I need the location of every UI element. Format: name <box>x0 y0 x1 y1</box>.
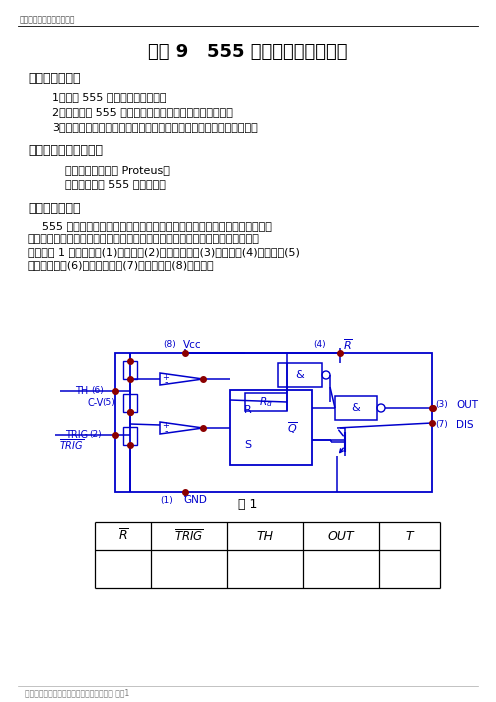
Text: S: S <box>245 440 251 450</box>
Text: (2): (2) <box>89 430 102 439</box>
Bar <box>123 427 137 445</box>
Bar <box>335 396 377 420</box>
Text: +: + <box>163 420 170 430</box>
Text: $R_d$: $R_d$ <box>259 395 273 409</box>
Text: (5): (5) <box>102 399 115 407</box>
Text: 理图如图 1 所示，其中(1)脚接地，(2)脚触发输入，(3)脚输出，(4)脚复位，(5): 理图如图 1 所示，其中(1)脚接地，(2)脚触发输入，(3)脚输出，(4)脚复… <box>28 247 300 257</box>
Text: (8): (8) <box>164 340 177 350</box>
Bar <box>278 363 322 387</box>
Text: $\overline{R}$: $\overline{R}$ <box>118 529 128 544</box>
Text: DIS: DIS <box>456 420 474 430</box>
Text: (7): (7) <box>435 420 448 430</box>
Bar <box>123 394 137 412</box>
Text: -: - <box>164 377 168 387</box>
Text: (1): (1) <box>160 496 173 505</box>
Text: OUT: OUT <box>328 529 354 543</box>
Text: 1．了解 555 定时器的工作原理。: 1．了解 555 定时器的工作原理。 <box>52 92 167 102</box>
Text: T: T <box>406 529 413 543</box>
Text: 图 1: 图 1 <box>238 498 258 512</box>
Bar <box>123 361 137 379</box>
Text: 仅供学习与交流，如有侵权请联系网站删除 谢谢1: 仅供学习与交流，如有侵权请联系网站删除 谢谢1 <box>25 689 129 698</box>
Text: 2．学会分析 555 电路所构成的几种应用电路工作原理。: 2．学会分析 555 电路所构成的几种应用电路工作原理。 <box>52 107 233 117</box>
Bar <box>230 390 312 465</box>
Text: R: R <box>244 405 252 415</box>
Text: 实验 9   555 定时器应用电路设计: 实验 9 555 定时器应用电路设计 <box>148 43 348 61</box>
Text: 少量的元件，即可构成时基振荡、单稳触发等脉冲产生和变换的电路，其内部原: 少量的元件，即可构成时基振荡、单稳触发等脉冲产生和变换的电路，其内部原 <box>28 234 260 244</box>
Text: (6): (6) <box>91 387 104 395</box>
Text: 精品好文档，推荐学习交流: 精品好文档，推荐学习交流 <box>20 15 75 25</box>
Text: +: + <box>163 373 170 381</box>
Text: &: & <box>352 403 361 413</box>
Text: TRIG: TRIG <box>65 430 88 440</box>
Text: (4): (4) <box>313 340 326 350</box>
Text: TH: TH <box>75 386 88 396</box>
Text: 脚控制电压，(6)脚阈值输入，(7)脚放电端，(8)脚电源。: 脚控制电压，(6)脚阈值输入，(7)脚放电端，(8)脚电源。 <box>28 260 215 270</box>
Text: &: & <box>296 370 305 380</box>
Text: TH: TH <box>256 529 273 543</box>
Text: C-V: C-V <box>88 398 104 408</box>
Text: -: - <box>164 426 168 436</box>
Bar <box>115 353 432 492</box>
Text: Vcc: Vcc <box>183 340 201 350</box>
Text: $\overline{Q}$: $\overline{Q}$ <box>287 420 298 436</box>
Text: 附：集成电路 555 管脚排列图: 附：集成电路 555 管脚排列图 <box>65 179 166 189</box>
Text: 三、实验原理：: 三、实验原理： <box>28 201 80 215</box>
Text: 一、实验目的：: 一、实验目的： <box>28 72 80 84</box>
Text: 3．熟悉掌握ＥＤＡ软件工具Ｍｕｌｔｉｓｉｍ的设计仿真测试应用。: 3．熟悉掌握ＥＤＡ软件工具Ｍｕｌｔｉｓｉｍ的设计仿真测试应用。 <box>52 122 258 132</box>
Text: $\overline{TRIG}$: $\overline{TRIG}$ <box>60 437 85 452</box>
Text: $\overline{TRIG}$: $\overline{TRIG}$ <box>174 528 204 544</box>
Text: 二、实验设备及材料：: 二、实验设备及材料： <box>28 145 103 157</box>
Text: 仿真计算机及软件 Proteus。: 仿真计算机及软件 Proteus。 <box>65 165 170 175</box>
Text: $\overline{R}$: $\overline{R}$ <box>343 338 353 352</box>
Text: OUT: OUT <box>456 400 478 410</box>
Bar <box>245 393 287 411</box>
Text: 555 电路是一种常见的集模拟与数字功能于一体的集成电路，只要适当配接: 555 电路是一种常见的集模拟与数字功能于一体的集成电路，只要适当配接 <box>28 221 272 231</box>
Text: GND: GND <box>183 495 207 505</box>
Text: (3): (3) <box>435 401 448 409</box>
